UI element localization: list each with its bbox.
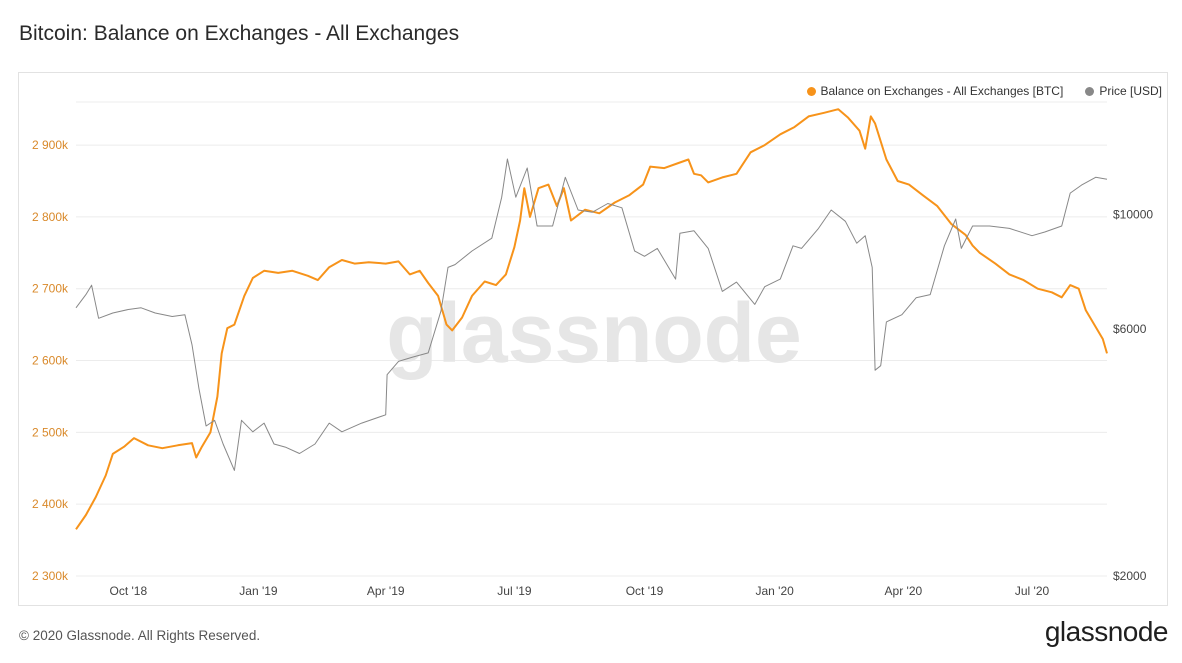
y-right-tick-label: $6000 <box>1113 322 1147 336</box>
x-tick-label: Jan '19 <box>239 584 278 598</box>
chart-frame <box>18 72 1168 606</box>
x-tick-label: Jul '20 <box>1015 584 1050 598</box>
legend-label-price: Price [USD] <box>1099 84 1162 98</box>
legend-item-price[interactable]: Price [USD] <box>1085 84 1162 98</box>
x-tick-label: Apr '19 <box>367 584 405 598</box>
y-right-tick-label: $2000 <box>1113 569 1147 583</box>
legend-item-balance[interactable]: Balance on Exchanges - All Exchanges [BT… <box>806 84 1064 98</box>
x-tick-label: Oct '19 <box>626 584 664 598</box>
y-left-tick-label: 2 400k <box>32 497 69 511</box>
page-title: Bitcoin: Balance on Exchanges - All Exch… <box>19 22 460 45</box>
x-tick-label: Jul '19 <box>497 584 532 598</box>
y-left-tick-label: 2 700k <box>32 282 69 296</box>
y-left-tick-label: 2 600k <box>32 354 69 368</box>
price-series-line <box>75 158 1108 471</box>
y-left-tick-label: 2 300k <box>32 569 69 583</box>
footer-copyright: © 2020 Glassnode. All Rights Reserved. <box>19 628 261 643</box>
legend-dot-balance <box>806 86 816 96</box>
watermark: glassnode <box>386 286 801 380</box>
chart-legend: Balance on Exchanges - All Exchanges [BT… <box>806 84 1162 98</box>
legend-dot-price <box>1085 86 1095 96</box>
x-tick-label: Oct '18 <box>110 584 148 598</box>
glassnode-logo: glassnode <box>1044 616 1169 647</box>
y-left-tick-label: 2 500k <box>32 425 69 439</box>
y-left-tick-label: 2 900k <box>32 138 69 152</box>
legend-label-balance: Balance on Exchanges - All Exchanges [BT… <box>820 84 1064 98</box>
y-left-tick-label: 2 800k <box>32 210 69 224</box>
y-right-tick-label: $10000 <box>1113 207 1153 221</box>
x-tick-label: Apr '20 <box>885 584 923 598</box>
x-tick-label: Jan '20 <box>755 584 794 598</box>
